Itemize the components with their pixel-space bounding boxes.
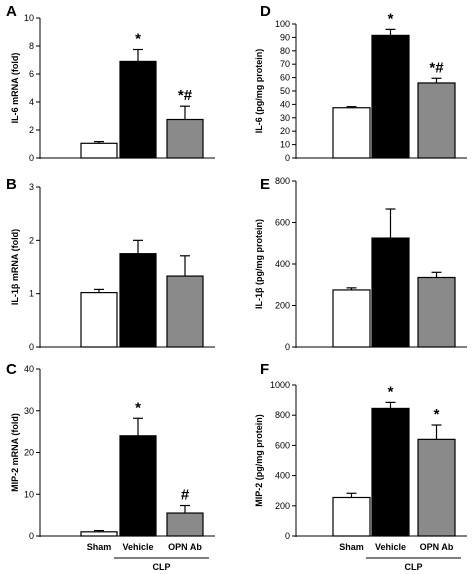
- panel-a: 0 2 4 6 8 10 A IL-6 mRNA (fold) * *#: [6, 3, 215, 163]
- bar-opn_ab: [417, 438, 456, 537]
- group-label: CLP: [153, 562, 171, 572]
- panel-letter: A: [6, 3, 17, 20]
- group-label: CLP: [405, 562, 423, 572]
- panel-letter: B: [6, 176, 17, 193]
- significance-marker: #: [181, 487, 190, 504]
- y-tick-label: 6: [29, 69, 34, 79]
- y-tick-label: 800: [275, 410, 290, 420]
- significance-marker: *#: [178, 87, 193, 104]
- bar-sham: [80, 531, 118, 537]
- panel-letter: D: [260, 3, 271, 20]
- y-axis-label: IL-6 mRNA (fold): [10, 53, 20, 124]
- y-axis-label: IL-6 (pg/mg protein): [254, 49, 264, 134]
- y-tick-label: 0: [29, 342, 34, 352]
- y-tick-label: 0: [285, 531, 290, 541]
- y-tick-label: 400: [275, 471, 290, 481]
- panel-letter: E: [260, 176, 270, 193]
- y-tick-label: 10: [280, 140, 290, 150]
- bar-opn_ab: [166, 275, 204, 348]
- y-axis-label: IL-1β mRNA (fold): [10, 229, 20, 305]
- y-tick-label: 200: [275, 301, 290, 311]
- panel-e: 0 200 400 600 800 E IL-1β (pg/mg protein): [254, 176, 467, 352]
- y-tick-label: 800: [275, 176, 290, 186]
- category-label: OPN Ab: [420, 542, 454, 552]
- significance-marker: *: [135, 399, 141, 416]
- significance-marker: *: [388, 383, 394, 400]
- panel-b: 0 1 2 3 B IL-1β mRNA (fold): [6, 176, 215, 352]
- significance-marker: *: [135, 31, 141, 48]
- y-tick-label: 0: [29, 531, 34, 541]
- y-tick-label: 600: [275, 440, 290, 450]
- bar-vehicle: [371, 34, 410, 159]
- category-label: Vehicle: [122, 542, 153, 552]
- bar-sham: [332, 496, 371, 537]
- panel-letter: F: [260, 361, 269, 378]
- y-tick-label: 10: [24, 13, 34, 23]
- y-tick-label: 80: [280, 46, 290, 56]
- y-tick-label: 400: [275, 259, 290, 269]
- y-axis-label: MIP-2 mRNA (fold): [10, 413, 20, 492]
- y-tick-label: 100: [275, 19, 290, 29]
- bar-opn_ab: [417, 82, 456, 159]
- y-tick-label: 40: [280, 99, 290, 109]
- panel-letter: C: [6, 361, 17, 378]
- category-label: OPN Ab: [168, 542, 202, 552]
- significance-marker: *: [434, 406, 440, 423]
- y-tick-label: 1: [29, 289, 34, 299]
- y-tick-label: 2: [29, 125, 34, 135]
- y-tick-label: 20: [280, 126, 290, 136]
- bar-vehicle: [371, 237, 410, 348]
- bar-opn_ab: [166, 512, 204, 537]
- bar-opn_ab: [166, 118, 204, 159]
- y-tick-label: 10: [24, 489, 34, 499]
- y-tick-label: 30: [280, 113, 290, 123]
- bar-vehicle: [119, 253, 157, 348]
- bar-sham: [332, 107, 371, 159]
- y-tick-label: 70: [280, 59, 290, 69]
- y-tick-label: 20: [24, 448, 34, 458]
- bar-sham: [80, 142, 118, 159]
- y-tick-label: 3: [29, 182, 34, 192]
- category-label: Sham: [339, 542, 364, 552]
- category-label: Vehicle: [375, 542, 406, 552]
- y-axis-label: MIP-2 (pg/mg protein): [254, 414, 264, 507]
- y-tick-label: 0: [285, 153, 290, 163]
- bar-sham: [80, 292, 118, 348]
- category-label: Sham: [87, 542, 112, 552]
- y-tick-label: 30: [24, 406, 34, 416]
- y-tick-label: 1000: [270, 380, 290, 390]
- bar-vehicle: [119, 435, 157, 537]
- y-tick-label: 90: [280, 32, 290, 42]
- y-tick-label: 0: [29, 153, 34, 163]
- y-tick-label: 4: [29, 97, 34, 107]
- panel-d: 0 10 20 30 40 50 60 70 80 90 100 D IL-6 (pg/mg prote…: [254, 3, 467, 163]
- bar-opn_ab: [417, 276, 456, 348]
- bar-vehicle: [371, 407, 410, 537]
- y-tick-label: 50: [280, 86, 290, 96]
- y-tick-label: 200: [275, 501, 290, 511]
- panel-c: 0 10 20 30 40 C MIP-2 mRNA (fold) * # Sham Vehicle…: [6, 361, 215, 572]
- bar-vehicle: [119, 60, 157, 159]
- y-tick-label: 0: [285, 342, 290, 352]
- y-tick-label: 40: [24, 364, 34, 374]
- y-tick-label: 2: [29, 235, 34, 245]
- y-tick-label: 60: [280, 73, 290, 83]
- bar-sham: [332, 289, 371, 348]
- y-tick-label: 600: [275, 218, 290, 228]
- significance-marker: *: [388, 10, 394, 27]
- significance-marker: *#: [429, 59, 444, 76]
- y-tick-label: 8: [29, 41, 34, 51]
- y-axis-label: IL-1β (pg/mg protein): [254, 219, 264, 309]
